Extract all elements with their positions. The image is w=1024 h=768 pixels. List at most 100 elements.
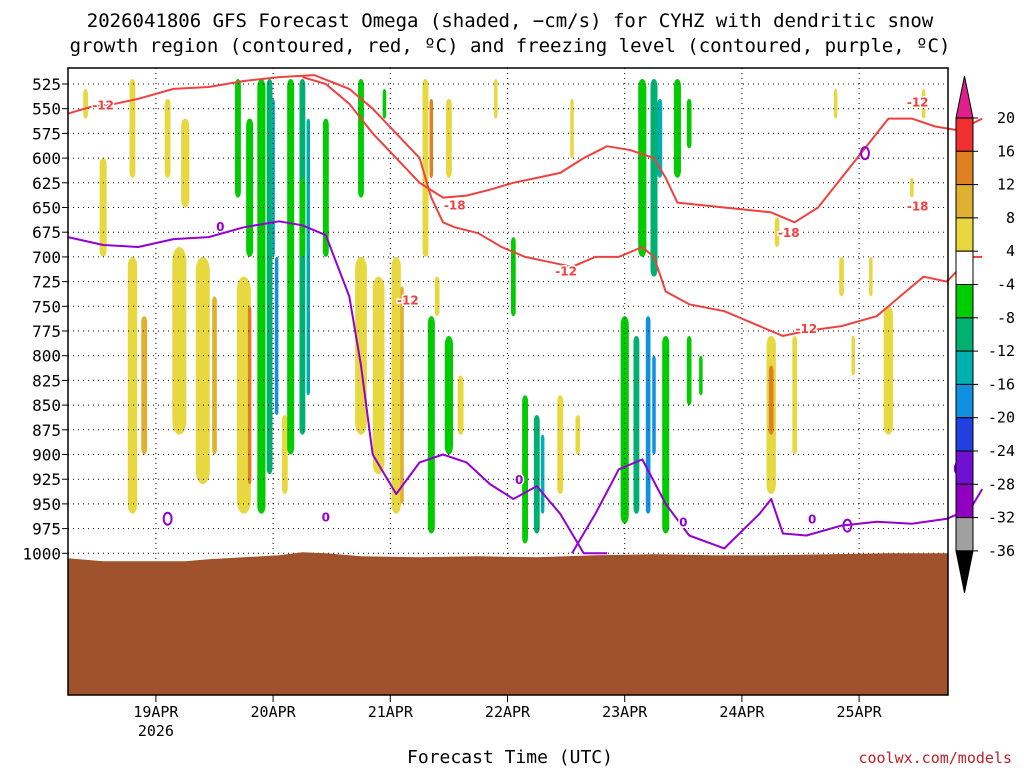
colorbar-segment	[955, 250, 974, 285]
omega-shaded-cell	[883, 306, 894, 435]
colorbar-top-arrow	[955, 75, 974, 119]
contour-label: 0	[679, 516, 687, 530]
y-tick-label: 700	[32, 248, 61, 267]
x-tick-label: 20APR	[251, 703, 297, 721]
terrain-surface	[68, 552, 949, 695]
x-tick-year: 2026	[138, 722, 174, 740]
y-tick-label: 725	[32, 273, 61, 292]
colorbar-label: 12	[997, 176, 1015, 194]
y-tick-label: 750	[32, 297, 61, 316]
omega-shaded-cell	[557, 395, 564, 495]
colorbar-segment	[955, 517, 974, 552]
y-tick-label: 625	[32, 174, 61, 193]
y-tick-label: 550	[32, 100, 61, 119]
contour-label: -18	[778, 226, 800, 240]
omega-shaded-cell	[445, 98, 452, 178]
colorbar-label: -12	[988, 342, 1015, 360]
colorbar-segment	[955, 383, 974, 419]
y-tick-label: 900	[32, 446, 61, 465]
contour-label: -18	[444, 198, 466, 212]
omega-shaded-cell	[645, 316, 651, 514]
colorbar-label: -20	[988, 409, 1015, 427]
omega-shaded-cell	[652, 355, 656, 455]
omega-shaded-cell	[910, 177, 914, 198]
colorbar-label: -16	[988, 375, 1015, 393]
omega-shaded-cell	[540, 434, 545, 514]
omega-shaded-cell	[164, 98, 171, 178]
colorbar-label: -8	[997, 309, 1015, 327]
grid-lines	[68, 68, 948, 695]
contour-label: 0	[216, 220, 224, 234]
colorbar-segment	[955, 450, 974, 485]
terrain-fill	[68, 552, 949, 695]
y-tick-label: 975	[32, 520, 61, 539]
y-tick-label: 875	[32, 421, 61, 440]
omega-shaded-cell	[382, 88, 387, 119]
colorbar-segment	[955, 150, 974, 186]
omega-shaded-cell	[511, 237, 516, 317]
x-tick-label: 24APR	[719, 703, 765, 721]
omega-shaded-cell	[391, 256, 401, 514]
y-tick-label: 650	[32, 199, 61, 218]
omega-shaded-cell	[533, 414, 540, 534]
colorbar-segment	[955, 117, 974, 152]
omega-shaded-cell	[274, 256, 279, 415]
omega-shaded-cell	[522, 395, 529, 544]
x-axis-label: Forecast Time (UTC)	[407, 747, 613, 768]
contour-label: -18	[907, 199, 929, 213]
freezing-level-ring	[842, 518, 853, 533]
contour-label: 0	[808, 513, 816, 527]
omega-shaded-cell	[427, 316, 435, 534]
omega-shaded-cell	[257, 79, 266, 514]
omega-shaded-cell	[287, 79, 295, 455]
omega-shaded-cell	[299, 177, 306, 257]
omega-shaded-cell	[457, 375, 464, 435]
omega-shaded-cell	[699, 355, 703, 396]
omega-shaded-cell	[638, 79, 647, 257]
x-tick-label: 23APR	[602, 703, 648, 721]
omega-shaded-cell	[271, 98, 275, 257]
omega-shaded-cell	[400, 286, 404, 504]
colorbar-label: 16	[997, 142, 1015, 160]
omega-shaded-cell	[921, 88, 926, 119]
contour-line-dendritic	[302, 76, 983, 224]
freezing-level-ring	[859, 146, 870, 161]
colorbar-segment	[955, 483, 974, 519]
colorbar-label: -36	[988, 542, 1015, 560]
omega-shaded-cell	[575, 414, 581, 455]
omega-shaded-cell	[839, 256, 844, 297]
y-tick-label: 525	[32, 75, 61, 94]
omega-shaded-cell	[434, 276, 440, 317]
omega-shaded-cell	[372, 276, 385, 475]
omega-shaded-cell	[662, 335, 670, 534]
omega-shaded-cell	[141, 316, 148, 455]
y-tick-label: 600	[32, 149, 61, 168]
omega-shaded-cell	[686, 335, 692, 406]
omega-shaded-cell	[774, 217, 780, 248]
omega-shaded-cell	[266, 79, 273, 475]
omega-shaded-cell	[833, 88, 838, 119]
colorbar-segment	[955, 184, 974, 219]
colorbar-label: -4	[997, 276, 1015, 294]
contour-lines: -12 -18 -12 -12 -18 -12 -18 -12 0 0 0 0 0	[67, 74, 984, 555]
omega-shaded-cell	[768, 365, 774, 435]
omega-shaded-cell	[281, 414, 288, 495]
omega-shaded-cell	[570, 98, 574, 159]
contour-label: 0	[322, 511, 330, 525]
y-tick-label: 675	[32, 223, 61, 242]
y-tick-label: 575	[32, 124, 61, 143]
chart-title-line-1: 2026041806 GFS Forecast Omega (shaded, −…	[87, 10, 934, 32]
y-tick-label: 825	[32, 371, 61, 390]
y-tick-label: 850	[32, 396, 61, 415]
omega-shaded-cell	[129, 79, 136, 178]
colorbar-label: 4	[1006, 242, 1015, 260]
omega-shaded-cell	[633, 335, 640, 514]
contour-label: -12	[555, 265, 577, 279]
omega-shaded-cell	[869, 256, 873, 297]
omega-shaded-cell	[195, 256, 210, 485]
omega-shaded-cell	[246, 118, 254, 257]
omega-shaded-cell	[235, 79, 241, 198]
omega-shaded-cell	[83, 88, 88, 119]
credit-text: coolwx.com/models	[858, 749, 1012, 767]
